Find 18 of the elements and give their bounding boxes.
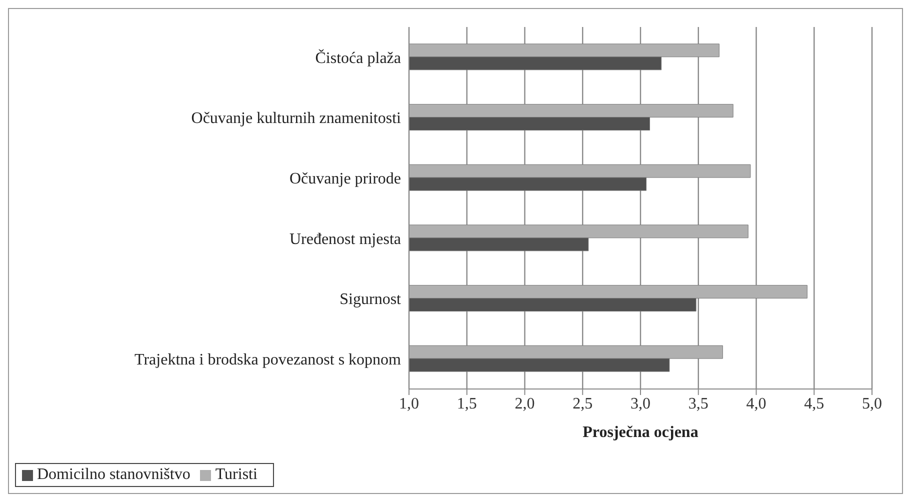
x-tick-label: 1,5 <box>456 395 477 412</box>
x-tick-label: 2,0 <box>514 395 535 412</box>
y-tick-label: Trajektna i brodska povezanost s kopnom <box>134 352 402 369</box>
y-tick-label: Uređenost mjesta <box>289 230 401 248</box>
y-tick-label: Očuvanje kulturnih znamenitosti <box>191 110 402 128</box>
x-tick-label: 4,0 <box>746 395 766 412</box>
y-tick-label: Čistoća plaža <box>315 48 401 67</box>
x-tick-label: 3,5 <box>688 395 708 412</box>
legend-label: Domicilno stanovništvo <box>37 466 190 483</box>
x-tick-label: 5,0 <box>862 395 882 412</box>
y-tick-label: Očuvanje prirode <box>289 170 401 188</box>
x-axis-title: Prosječna ocjena <box>582 424 698 441</box>
x-tick-label: 3,0 <box>630 395 650 412</box>
x-tick-label: 2,5 <box>572 395 593 412</box>
y-tick-label: Sigurnost <box>340 291 402 308</box>
x-tick-label: 4,5 <box>804 395 824 412</box>
legend-label: Turisti <box>215 466 258 483</box>
x-tick-label: 1,0 <box>399 395 419 412</box>
